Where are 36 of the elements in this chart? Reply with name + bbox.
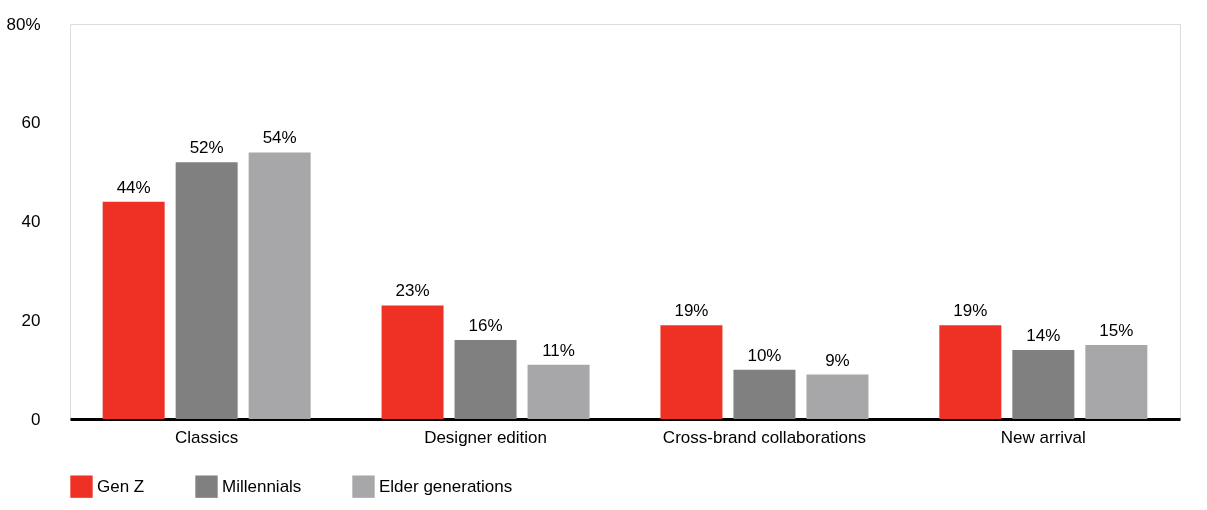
bar [733, 369, 796, 419]
bar [1085, 344, 1148, 419]
data-label: 15% [1099, 320, 1134, 340]
y-tick-label: 20 [21, 310, 41, 330]
bar [939, 325, 1002, 419]
bar [454, 340, 517, 419]
bar [248, 152, 311, 419]
data-label: 14% [1026, 325, 1061, 345]
bar [102, 201, 165, 419]
legend-label: Gen Z [97, 476, 145, 496]
y-tick-label: 60 [21, 113, 41, 133]
data-label: 9% [825, 350, 850, 370]
legend-label: Millennials [222, 476, 302, 496]
data-label: 52% [189, 138, 224, 158]
x-tick-label: Cross-brand collaborations [662, 427, 867, 447]
data-label: 23% [395, 281, 430, 301]
data-label: 19% [953, 301, 988, 321]
data-label: 11% [542, 340, 575, 360]
bar [527, 364, 590, 419]
data-label: 10% [747, 345, 782, 365]
x-tick-label: Classics [175, 427, 239, 447]
y-tick-label: 40 [21, 212, 41, 231]
data-label: 44% [116, 177, 151, 197]
y-tick-label: 0 [31, 409, 41, 429]
data-label: 19% [674, 301, 709, 321]
bar [806, 374, 869, 419]
data-label: 16% [468, 316, 503, 335]
x-tick-label: Designer edition [424, 427, 547, 447]
y-tick-label: 80% [6, 14, 41, 34]
bar [1012, 349, 1075, 419]
bar [381, 305, 444, 419]
legend-label: Elder generations [379, 476, 513, 496]
bar [660, 325, 723, 419]
x-tick-label: New arrival [1000, 427, 1086, 447]
data-label: 54% [262, 128, 297, 148]
bar [175, 162, 238, 419]
